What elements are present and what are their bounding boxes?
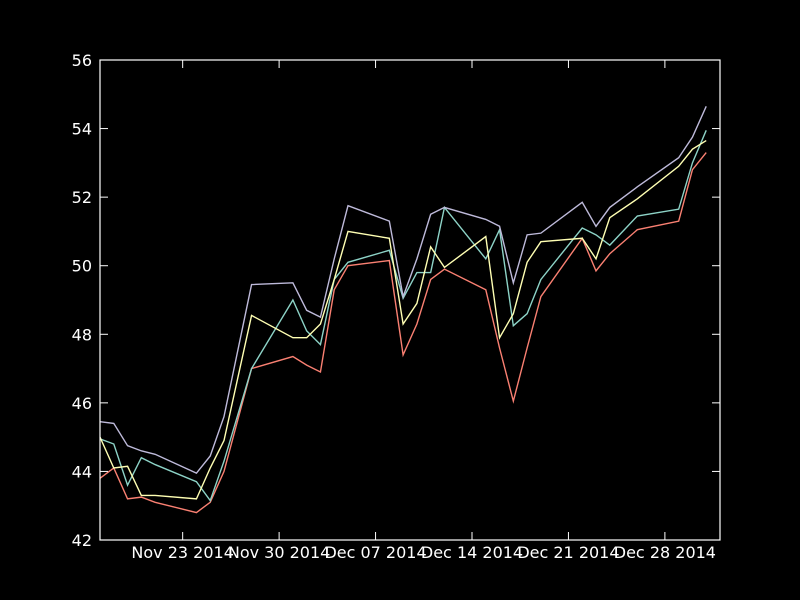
series-line-4: [99, 106, 707, 475]
y-tick-label: 54: [72, 120, 92, 139]
y-tick-label: 52: [72, 188, 92, 207]
y-tick-label: 48: [72, 325, 92, 344]
series-line-3: [99, 139, 707, 500]
y-tick-label: 46: [72, 394, 92, 413]
x-tick-label: Dec 14 2014: [421, 543, 523, 562]
x-tick-label: Dec 21 2014: [517, 543, 619, 562]
y-tick-label: 56: [72, 51, 92, 70]
x-tick-label: Nov 23 2014: [131, 543, 233, 562]
series-layer: [99, 106, 707, 514]
x-tick-label: Dec 07 2014: [324, 543, 426, 562]
y-tick-label: 44: [72, 462, 92, 481]
y-tick-label: 50: [72, 257, 92, 276]
plot-area-frame: [99, 59, 721, 541]
y-tick-label: 42: [72, 531, 92, 550]
series-line-1: [99, 152, 707, 514]
x-tick-label: Nov 30 2014: [228, 543, 330, 562]
x-tick-label: Dec 28 2014: [614, 543, 716, 562]
